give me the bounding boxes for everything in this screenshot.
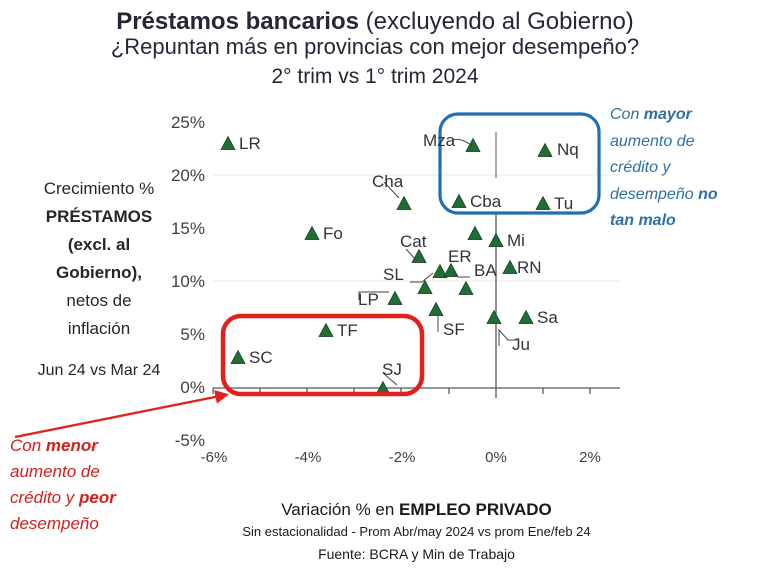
svg-text:-4%: -4% [295,449,322,466]
svg-text:SJ: SJ [382,360,402,379]
svg-text:Tu: Tu [554,194,573,213]
svg-text:TF: TF [337,321,358,340]
svg-text:-6%: -6% [201,449,228,466]
svg-text:5%: 5% [180,325,205,344]
svg-text:25%: 25% [171,113,205,132]
svg-text:10%: 10% [171,272,205,291]
svg-text:Cba: Cba [470,192,502,211]
svg-text:ER: ER [448,247,472,266]
svg-text:LR: LR [239,134,261,153]
svg-text:LP: LP [358,290,379,309]
svg-text:-5%: -5% [175,431,205,450]
svg-text:-2%: -2% [389,449,416,466]
svg-text:Cat: Cat [400,232,427,251]
svg-text:RN: RN [517,258,542,277]
svg-text:2%: 2% [579,449,601,466]
svg-text:20%: 20% [171,166,205,185]
svg-text:Mi: Mi [507,231,525,250]
svg-text:15%: 15% [171,219,205,238]
svg-text:Fo: Fo [323,224,343,243]
svg-text:SL: SL [383,265,404,284]
svg-text:0%: 0% [180,378,205,397]
svg-text:BA: BA [474,261,497,280]
svg-text:SF: SF [443,320,465,339]
svg-text:Mza: Mza [423,131,456,150]
svg-text:0%: 0% [485,449,507,466]
svg-text:Ju: Ju [512,335,530,354]
svg-text:SC: SC [249,348,273,367]
svg-text:Nq: Nq [557,140,579,159]
svg-text:Sa: Sa [537,308,558,327]
svg-text:Cha: Cha [372,172,404,191]
